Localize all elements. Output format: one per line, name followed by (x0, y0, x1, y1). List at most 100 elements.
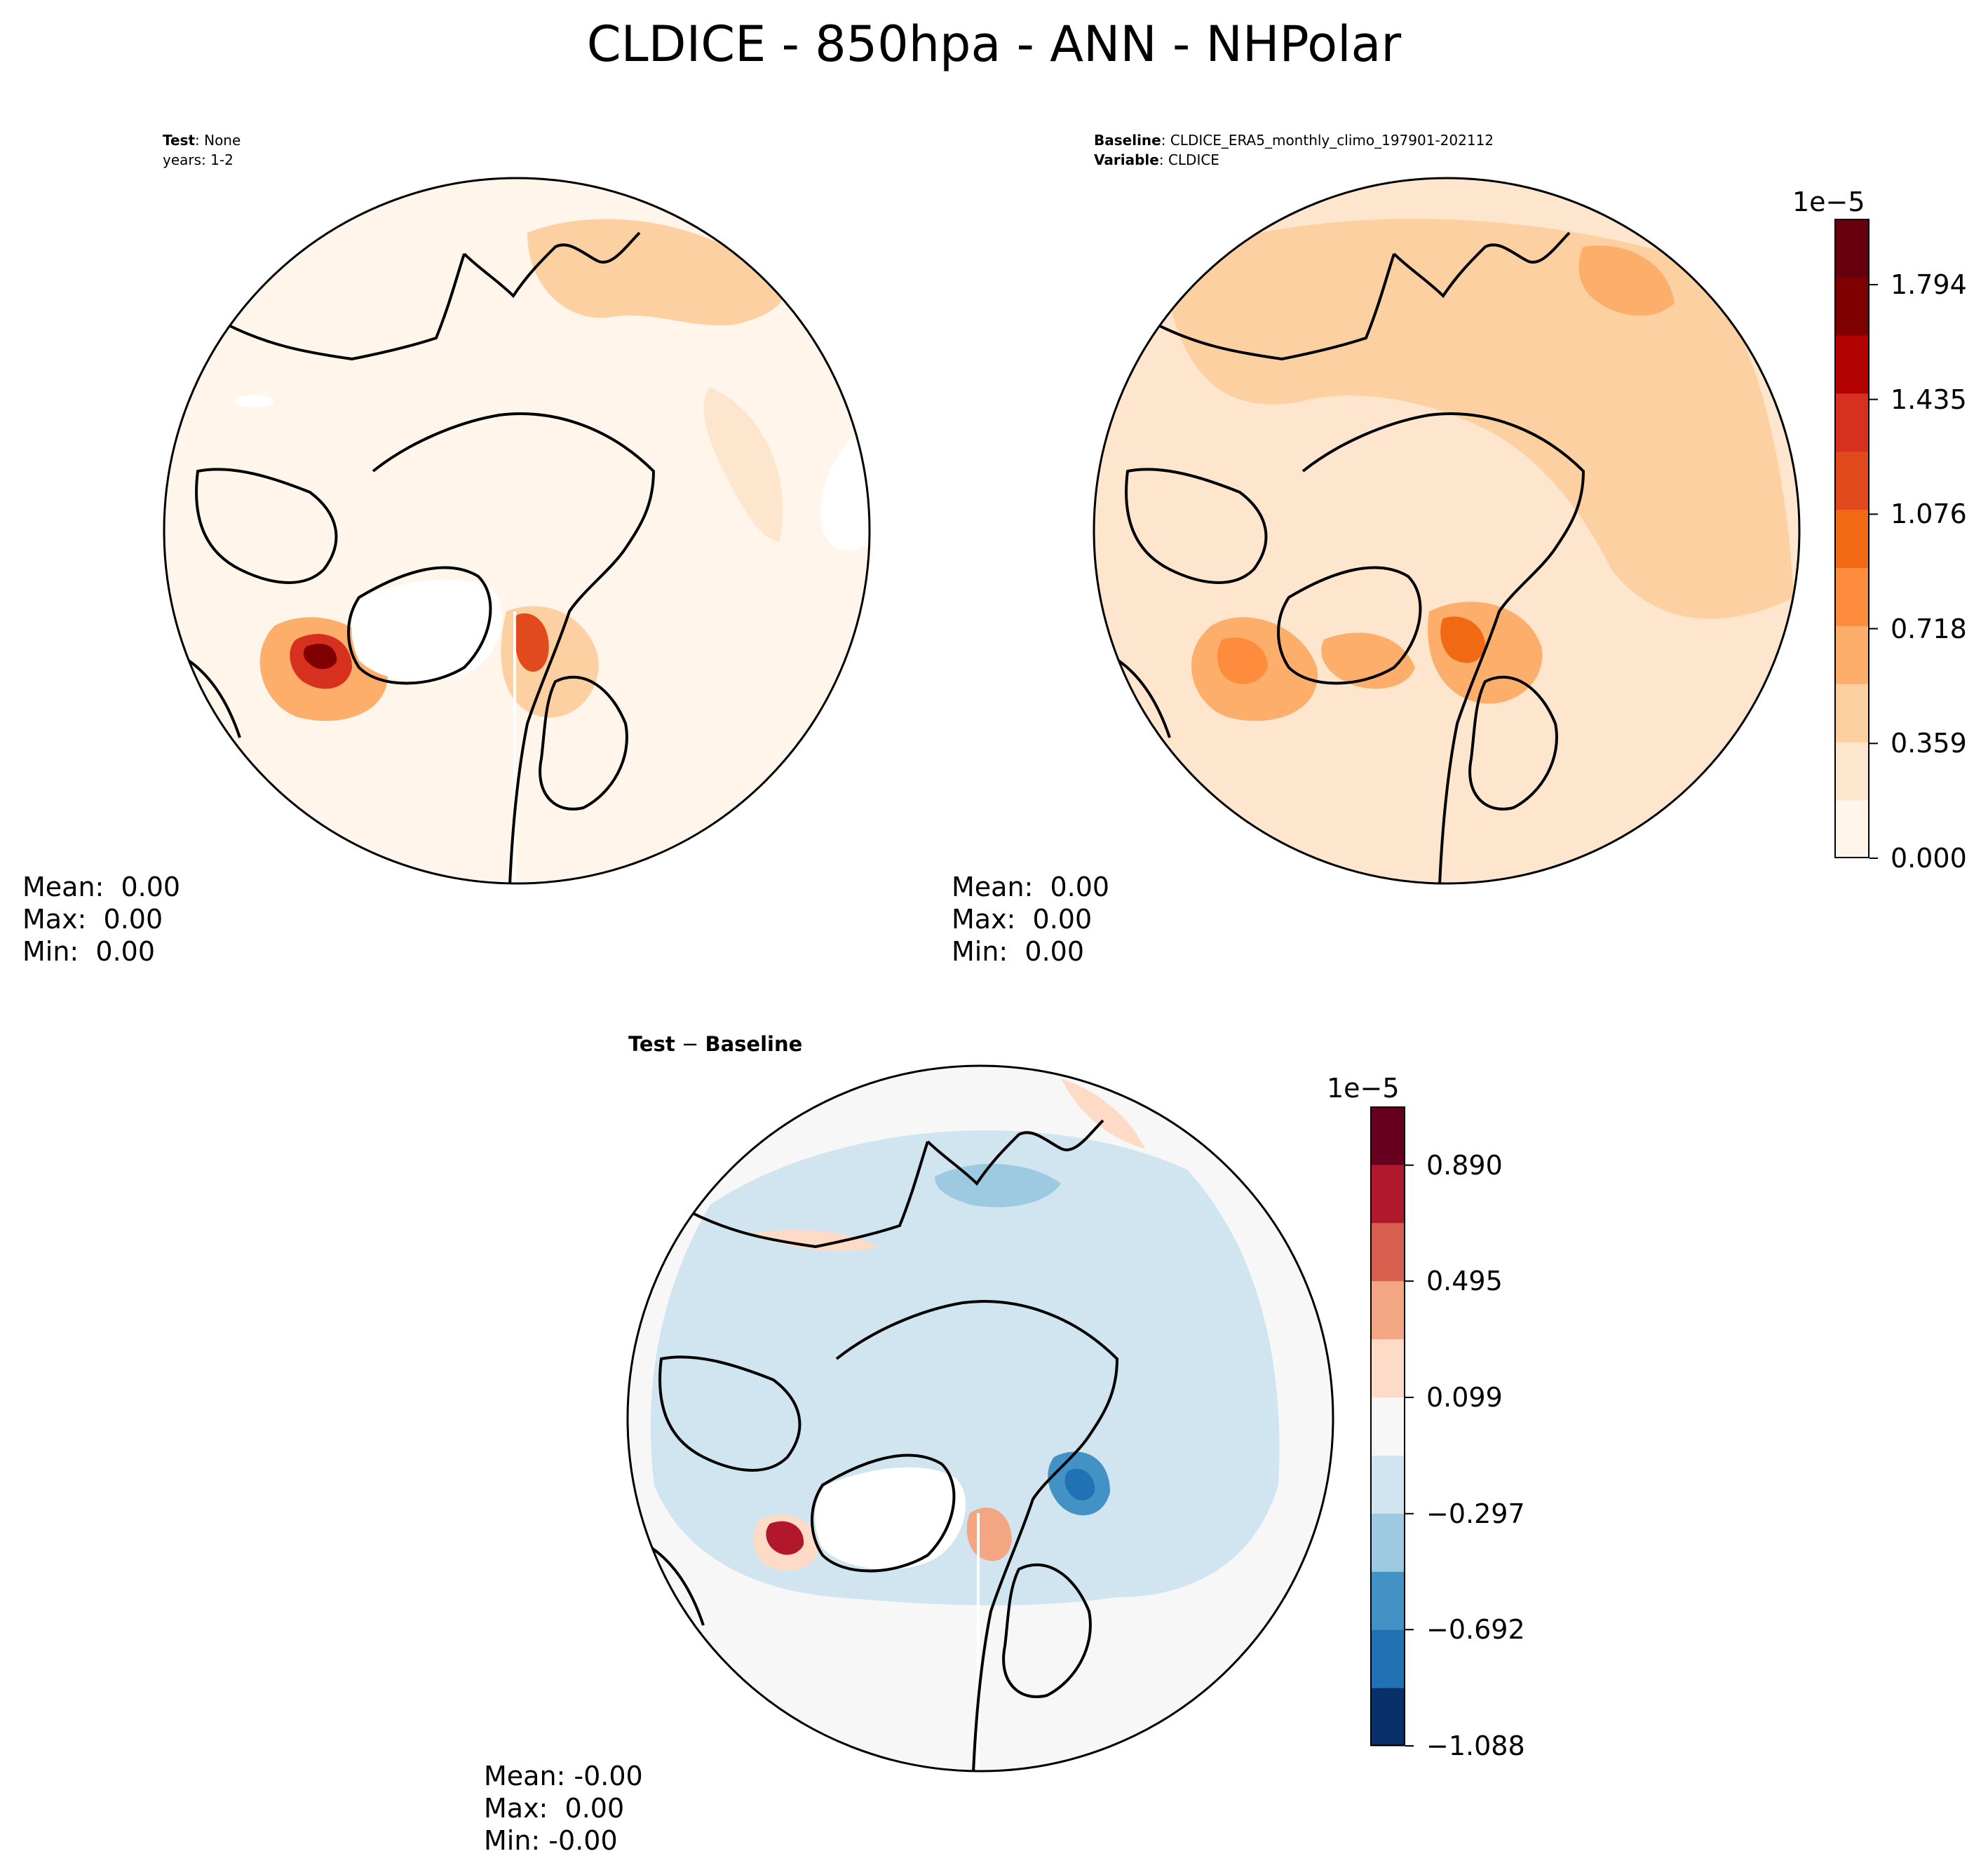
test-info: Test: None years: 1-2 (163, 130, 241, 170)
baseline-coast-greenland (1277, 566, 1422, 685)
diff-colorbar-level (1370, 1222, 1405, 1282)
top-colorbar-level (1834, 451, 1869, 510)
diff-colorbar-level (1370, 1339, 1405, 1398)
top-colorbar-tick-label: 1.794 (1891, 269, 1967, 300)
test-seam (513, 611, 516, 883)
test-years: years: 1-2 (163, 151, 234, 168)
diff-title-op: − (675, 1032, 705, 1056)
test-field-iceland-core (513, 613, 549, 672)
baseline-field-greenland (1321, 632, 1415, 689)
diff-missing-greenland (815, 1467, 966, 1570)
top-colorbar-level (1834, 276, 1869, 336)
diff-colorbar-level (1370, 1513, 1405, 1572)
baseline-field-iceland-core (1440, 616, 1485, 663)
test-field-east (703, 387, 783, 541)
variable-label: Variable (1094, 151, 1159, 168)
top-colorbar-tick-label: 0.718 (1891, 613, 1967, 644)
variable-value: : CLDICE (1158, 151, 1219, 168)
diff-colorbar-scale: 1e−5 (1327, 1073, 1400, 1104)
diff-stats: Mean: -0.00 Max: 0.00 Min: -0.00 (484, 1760, 643, 1857)
test-map (163, 177, 871, 885)
test-missing-west (234, 395, 273, 407)
diff-seam (977, 1513, 980, 1771)
test-coast-kamchatka (463, 231, 641, 299)
diff-colorbar-tick-label: 0.890 (1426, 1149, 1503, 1181)
baseline-min: Min: 0.00 (952, 936, 1084, 967)
baseline-map-boundary (1093, 177, 1801, 885)
diff-field-labrador-positive-core (766, 1521, 804, 1555)
top-colorbar-frame (1834, 219, 1869, 858)
diff-field-north-positive (1061, 1078, 1145, 1149)
test-coast-arctic (372, 412, 656, 883)
diff-max: Max: 0.00 (484, 1793, 625, 1824)
baseline-stats: Mean: 0.00 Max: 0.00 Min: 0.00 (952, 871, 1109, 968)
diff-colorbar-level (1370, 1164, 1405, 1224)
diff-field-siberia-positive (752, 1230, 879, 1251)
test-coast-siberia (225, 253, 466, 361)
baseline-coast-scandinavia (1468, 675, 1558, 811)
top-colorbar-level (1834, 393, 1869, 452)
diff-colorbar-level (1370, 1397, 1405, 1456)
diff-colorbar-level (1370, 1106, 1405, 1165)
diff-colorbar-level (1370, 1571, 1405, 1630)
diff-map-boundary (626, 1064, 1334, 1773)
diff-field-arctic-negative (650, 1130, 1280, 1606)
test-field-north (527, 219, 784, 326)
test-field-labrador-peak (303, 644, 337, 670)
diff-coast-hudson (658, 1355, 802, 1472)
diff-title: Test − Baseline (628, 1032, 802, 1056)
test-stats: Mean: 0.00 Max: 0.00 Min: 0.00 (22, 871, 180, 968)
diff-coast-kamchatka (926, 1119, 1104, 1186)
baseline-coast-arctic (1301, 412, 1585, 883)
diff-colorbar-tick-label: −1.088 (1426, 1730, 1525, 1761)
diff-colorbar-tick-label: 0.099 (1426, 1381, 1503, 1413)
diff-colorbar-tick-label: 0.495 (1426, 1266, 1503, 1297)
test-value: : None (195, 132, 241, 149)
top-colorbar-tick-label: 0.000 (1891, 843, 1967, 874)
test-map-boundary (163, 177, 871, 885)
diff-coastlines (640, 1119, 1119, 1771)
diff-coast-siberia (689, 1141, 929, 1249)
diff-colorbar-level (1370, 1280, 1405, 1340)
baseline-label: Baseline (1094, 132, 1161, 149)
baseline-coast-kamchatka (1393, 231, 1571, 299)
diff-title-baseline: Baseline (705, 1032, 803, 1056)
top-colorbar-level (1834, 509, 1869, 568)
test-max: Max: 0.00 (22, 904, 163, 935)
test-mean: Mean: 0.00 (22, 872, 181, 902)
baseline-coast-siberia (1155, 253, 1395, 361)
baseline-map (1093, 177, 1801, 885)
baseline-coast-hudson (1125, 468, 1268, 584)
top-colorbar-level (1834, 334, 1869, 394)
diff-colorbar-ticklabels: −1.088 −0.692 −0.297 0.099 0.495 0.890 (1426, 1106, 1581, 1761)
baseline-max: Max: 0.00 (952, 904, 1093, 935)
baseline-field-labrador-core (1217, 637, 1268, 684)
diff-colorbar (1370, 1106, 1414, 1747)
top-colorbar-level (1834, 625, 1869, 684)
top-colorbar-ticklabels: 0.000 0.359 0.718 1.076 1.435 1.794 (1891, 219, 1982, 874)
baseline-mean: Mean: 0.00 (952, 872, 1110, 902)
test-coast-hudson (195, 468, 338, 584)
baseline-info: Baseline: CLDICE_ERA5_monthly_climo_1979… (1094, 130, 1494, 170)
diff-colorbar-level (1370, 1688, 1405, 1747)
top-colorbar-level (1834, 742, 1869, 801)
top-colorbar (1834, 219, 1878, 859)
diff-coast-arctic (835, 1300, 1119, 1771)
diff-map (626, 1064, 1334, 1773)
diff-colorbar-tick-label: −0.297 (1426, 1498, 1525, 1529)
top-colorbar-tick-label: 0.359 (1891, 728, 1967, 759)
diff-coast-scandinavia (1002, 1563, 1092, 1698)
baseline-field-bering (1578, 245, 1675, 316)
top-colorbar-tick-label: 1.435 (1891, 384, 1967, 415)
test-label: Test (163, 132, 196, 149)
baseline-field-north (1163, 219, 1794, 619)
diff-min: Min: -0.00 (484, 1825, 618, 1856)
diff-field-norway-negative-core (1064, 1468, 1095, 1500)
figure-title: CLDICE - 850hpa - ANN - NHPolar (586, 15, 1402, 73)
top-colorbar-level (1834, 684, 1869, 743)
diff-title-test: Test (628, 1032, 675, 1056)
top-colorbar-tick-label: 1.076 (1891, 499, 1967, 530)
diff-colorbar-frame (1370, 1106, 1405, 1746)
top-colorbar-level (1834, 219, 1869, 278)
test-coast-scandinavia (539, 675, 628, 811)
